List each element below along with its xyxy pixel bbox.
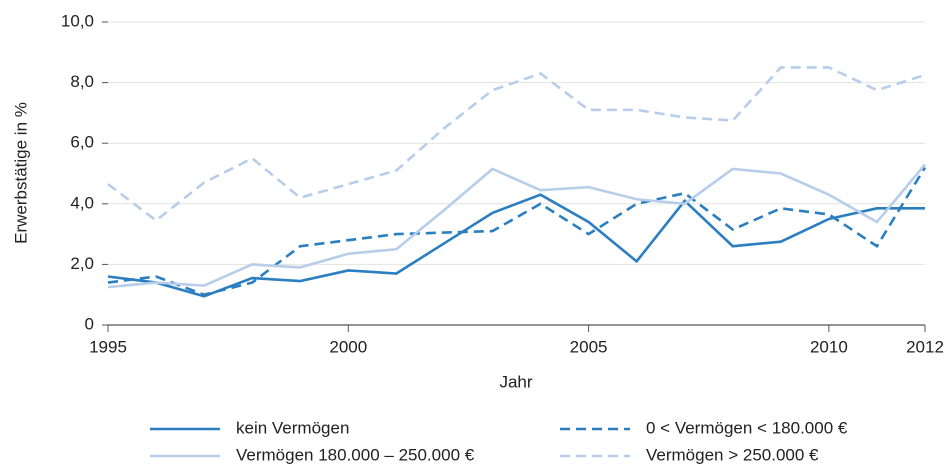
y-tick-label: 0 [85, 314, 94, 333]
legend-label: 0 < Vermögen < 180.000 € [646, 418, 848, 437]
x-tick-label: 2000 [329, 337, 367, 356]
x-tick-label: 2005 [570, 337, 608, 356]
legend-label: Vermögen > 250.000 € [646, 445, 819, 464]
x-tick-label: 1995 [89, 337, 127, 356]
y-axis-label: Erwerbstätige in % [11, 102, 30, 244]
series-line [107, 66, 926, 223]
y-tick-label: 2,0 [70, 254, 94, 273]
series-line [107, 193, 925, 298]
x-tick-label: 2010 [810, 337, 848, 356]
x-tick-label: 2012 [906, 337, 944, 356]
legend-label: Vermögen 180.000 – 250.000 € [236, 445, 475, 464]
y-tick-label: 6,0 [70, 133, 94, 152]
y-tick-label: 4,0 [70, 193, 94, 212]
series-line [107, 166, 927, 297]
y-tick-label: 10,0 [61, 11, 94, 30]
series-line [107, 163, 926, 289]
y-tick-label: 8,0 [70, 72, 94, 91]
legend-label: kein Vermögen [236, 418, 349, 437]
x-axis-label: Jahr [499, 372, 532, 391]
